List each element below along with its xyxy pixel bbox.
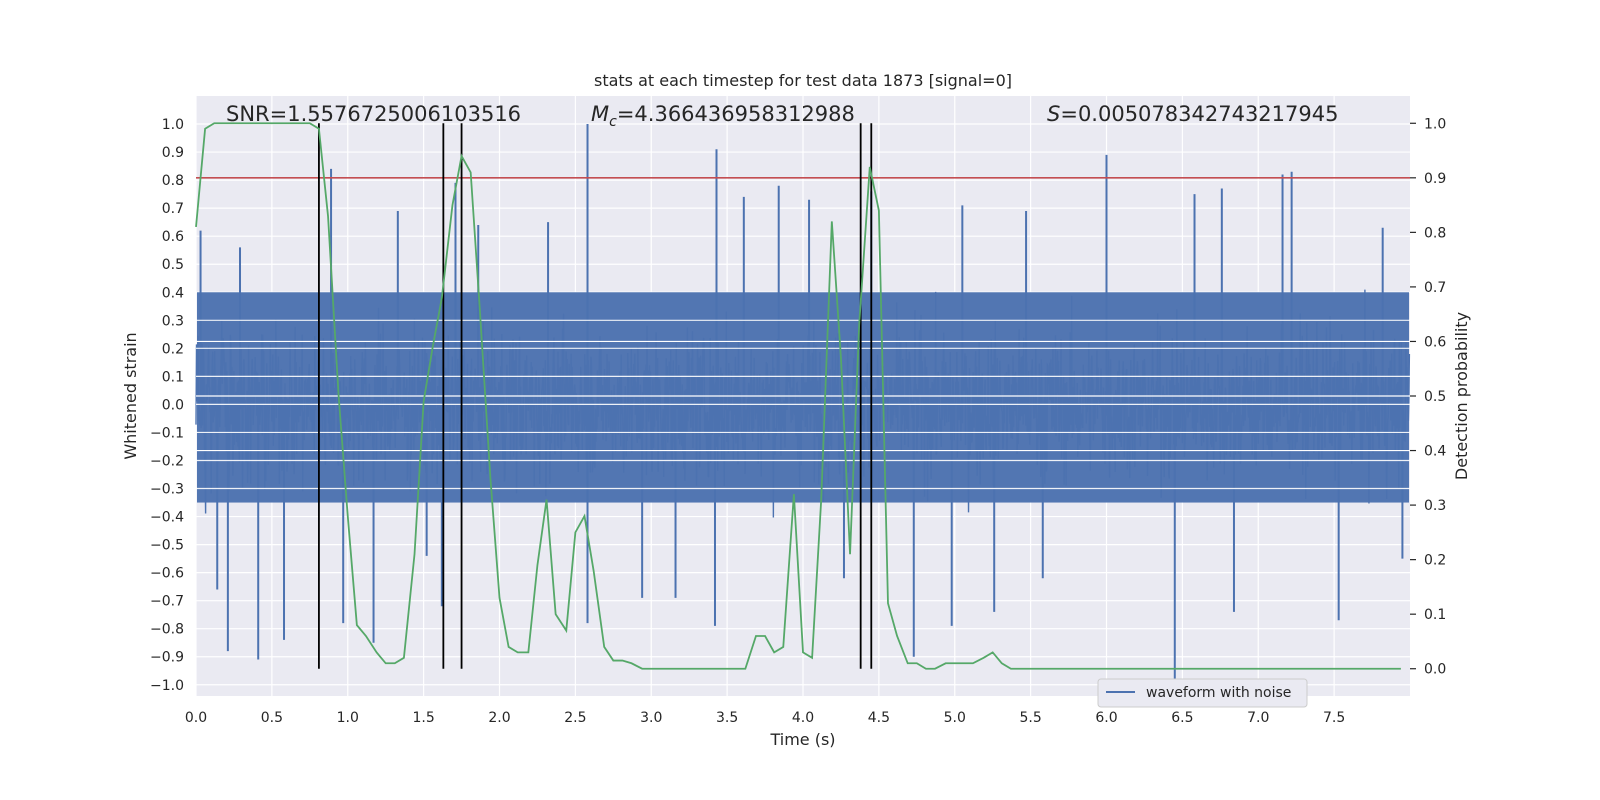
x-axis-label: Time (s) xyxy=(769,730,835,749)
x-tick-label: 7.0 xyxy=(1247,710,1269,726)
y-tick-label: 1.0 xyxy=(162,117,184,133)
x-tick-label: 2.0 xyxy=(488,710,510,726)
y2-tick-label: 0.7 xyxy=(1424,280,1446,296)
chirp-mass-subscript: c xyxy=(609,114,617,130)
y-tick-label: −0.5 xyxy=(150,538,184,554)
y2-tick-label: 0.9 xyxy=(1424,171,1446,187)
snr-annotation: SNR=1.5576725006103516 xyxy=(226,102,521,126)
x-tick-label: 3.0 xyxy=(640,710,662,726)
chirp-mass-value: =4.366436958312988 xyxy=(617,102,855,126)
x-tick-label: 2.5 xyxy=(564,710,586,726)
s-value: =0.005078342743217945 xyxy=(1060,102,1338,126)
y2-tick-label: 0.0 xyxy=(1424,662,1446,678)
y-tick-label: −0.4 xyxy=(150,510,184,526)
x-tick-label: 5.5 xyxy=(1019,710,1041,726)
y-tick-label: −0.8 xyxy=(150,622,184,638)
chirp-mass-symbol: M xyxy=(591,102,609,126)
y2-tick-label: 1.0 xyxy=(1424,116,1446,132)
x-tick-label: 0.5 xyxy=(261,710,283,726)
waveform-series xyxy=(195,124,1411,682)
y-tick-label: 0.0 xyxy=(162,397,184,413)
waveform-core xyxy=(197,292,1409,503)
y-tick-label: 0.1 xyxy=(162,369,184,385)
x-tick-label: 0.0 xyxy=(185,710,207,726)
y2-tick-label: 0.4 xyxy=(1424,444,1446,460)
y-tick-label: −0.9 xyxy=(150,650,184,666)
x-tick-label: 1.0 xyxy=(337,710,359,726)
probability-line xyxy=(195,122,1401,670)
y-tick-label: 0.7 xyxy=(162,201,184,217)
y-tick-label: 0.5 xyxy=(162,257,184,273)
chart-title: stats at each timestep for test data 187… xyxy=(594,71,1012,90)
x-tick-label: 3.5 xyxy=(716,710,738,726)
legend: waveform with noise xyxy=(1097,678,1308,708)
y2-tick-label: 0.5 xyxy=(1424,389,1446,405)
y-tick-label: −0.2 xyxy=(150,453,184,469)
s-symbol: S xyxy=(1047,102,1060,126)
y2-tick-label: 0.2 xyxy=(1424,553,1446,569)
y-tick-label: 0.9 xyxy=(162,145,184,161)
y2-axis-label: Detection probability xyxy=(1452,312,1471,480)
y-tick-label: −1.0 xyxy=(150,678,184,694)
x-tick-label: 6.5 xyxy=(1171,710,1193,726)
probability-series xyxy=(195,122,1401,670)
x-tick-label: 5.0 xyxy=(944,710,966,726)
y2-tick-label: 0.3 xyxy=(1424,498,1446,514)
x-axis-ticks: 0.0 0.5 1.0 1.5 2.0 2.5 3.0 3.5 4.0 4.5 5.0 5.5 6.0 6… xyxy=(185,710,1345,726)
y-tick-label: 0.2 xyxy=(162,341,184,357)
y-tick-label: 0.8 xyxy=(162,173,184,189)
y-tick-label: 0.6 xyxy=(162,229,184,245)
x-tick-label: 4.0 xyxy=(792,710,814,726)
y2-tick-label: 0.1 xyxy=(1424,607,1446,623)
y-tick-label: −0.3 xyxy=(150,482,184,498)
y-tick-label: 0.4 xyxy=(162,285,184,301)
chirp-mass-annotation: Mc=4.366436958312988 xyxy=(591,102,855,130)
legend-label: waveform with noise xyxy=(1146,685,1291,701)
y-axis-ticks: 1.0 0.9 0.8 0.7 0.6 0.5 0.4 0.3 0.2 0.1 0.0 −0.1 −0.… xyxy=(150,117,184,694)
event-lines xyxy=(318,123,873,669)
s-annotation: S=0.005078342743217945 xyxy=(1047,102,1338,126)
y-tick-label: −0.6 xyxy=(150,566,184,582)
y2-tick-label: 0.6 xyxy=(1424,334,1446,350)
y2-axis-ticks: 1.0 0.9 0.8 0.7 0.6 0.5 0.4 0.3 0.2 0.1 0.0 xyxy=(1410,116,1446,678)
x-tick-label: 4.5 xyxy=(868,710,890,726)
y-axis-label: Whitened strain xyxy=(121,332,140,459)
x-tick-label: 7.5 xyxy=(1323,710,1345,726)
y-tick-label: −0.1 xyxy=(150,425,184,441)
legend-box xyxy=(1097,678,1308,708)
y-tick-label: −0.7 xyxy=(150,594,184,610)
x-tick-label: 1.5 xyxy=(412,710,434,726)
y2-tick-label: 0.8 xyxy=(1424,225,1446,241)
y-tick-label: 0.3 xyxy=(162,313,184,329)
x-tick-label: 6.0 xyxy=(1095,710,1117,726)
